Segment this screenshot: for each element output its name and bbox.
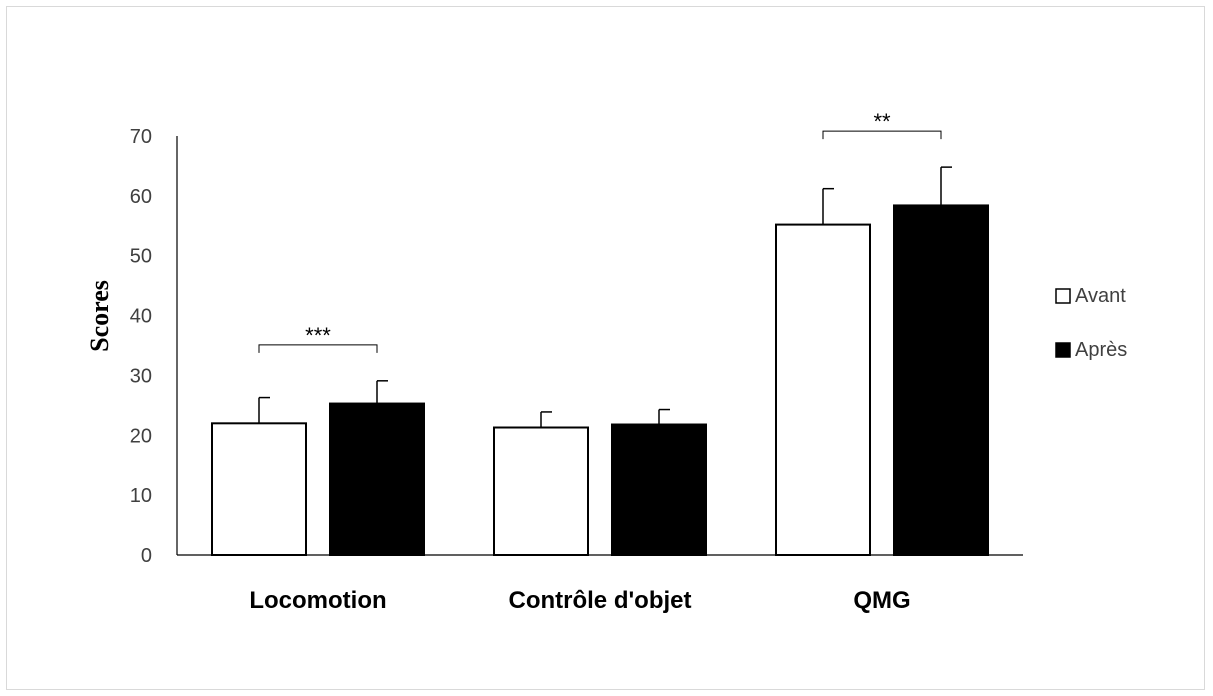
- y-tick-label: 70: [130, 126, 152, 148]
- x-category-label: QMG: [853, 587, 910, 614]
- bar-avant-2: [493, 426, 589, 556]
- bar-avant-3: [775, 223, 871, 557]
- y-tick-label: 30: [130, 365, 152, 387]
- legend-label: Avant: [1075, 285, 1126, 307]
- bar-après-1: [329, 402, 425, 556]
- y-tick-label: 60: [130, 186, 152, 208]
- x-category-label: Locomotion: [249, 587, 386, 614]
- significance-bracket: [822, 130, 942, 140]
- x-category-label: Contrôle d'objet: [508, 587, 691, 614]
- bar-après-3: [893, 204, 989, 556]
- significance-label: ***: [305, 323, 331, 348]
- bar-après-2: [611, 423, 707, 556]
- y-axis-label: Scores: [85, 280, 114, 352]
- significance-label: **: [873, 109, 891, 134]
- y-tick-label: 50: [130, 246, 152, 268]
- legend-swatch-avant: [1055, 288, 1071, 304]
- y-tick-label: 10: [130, 485, 152, 507]
- chart-frame: [6, 6, 1205, 690]
- legend-swatch-après: [1055, 342, 1071, 358]
- y-tick-label: 40: [130, 306, 152, 328]
- y-tick-label: 0: [141, 545, 152, 567]
- y-tick-label: 20: [130, 425, 152, 447]
- significance-bracket: [258, 344, 378, 353]
- legend-label: Après: [1075, 339, 1127, 361]
- bar-avant-1: [211, 422, 307, 557]
